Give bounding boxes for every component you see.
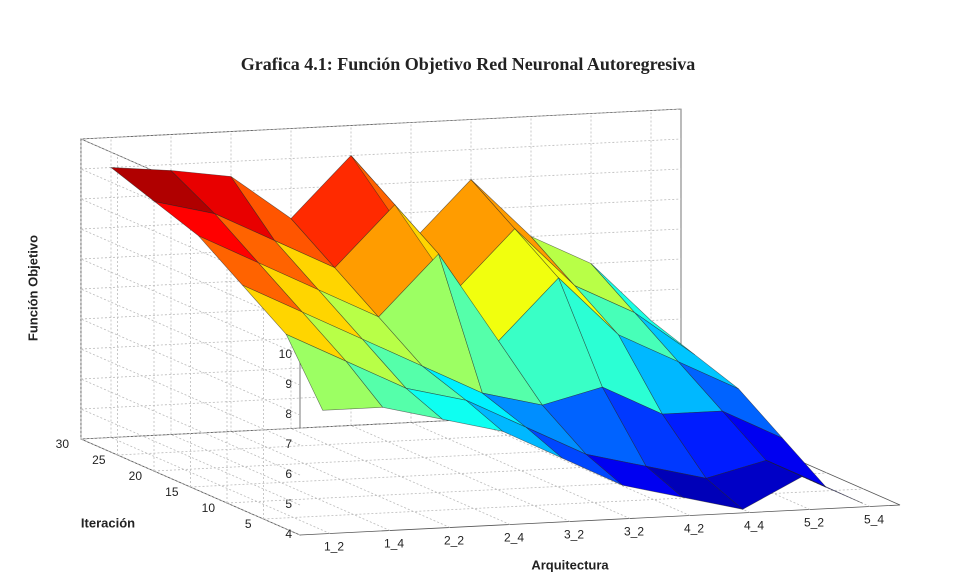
- z-tick-label: 7: [285, 437, 292, 451]
- surface-patch: [766, 460, 863, 504]
- y-tick-label: 20: [129, 469, 143, 483]
- grid-line: [80, 138, 682, 170]
- x-axis-label: Arquitectura: [531, 557, 609, 572]
- x-tick-label: 3_2: [564, 528, 584, 542]
- x-tick-label: 4_2: [684, 522, 704, 536]
- y-tick-label: 10: [202, 501, 216, 515]
- x-tick-label: 2_4: [504, 531, 524, 545]
- y-tick-label: 5: [245, 517, 252, 531]
- grid-line: [80, 108, 682, 140]
- z-tick-label: 4: [285, 527, 292, 541]
- y-tick-label: 25: [92, 453, 106, 467]
- x-tick-label: 1_2: [324, 540, 344, 554]
- z-tick-label: 6: [285, 467, 292, 481]
- x-tick-label: 3_2: [624, 525, 644, 539]
- x-tick-label: 1_4: [384, 537, 404, 551]
- z-tick-label: 8: [285, 407, 292, 421]
- z-tick-label: 9: [285, 377, 292, 391]
- z-tick-label: 5: [285, 497, 292, 511]
- chart-title: Grafica 4.1: Función Objetivo Red Neuron…: [241, 54, 695, 74]
- x-tick-label: 4_4: [744, 519, 764, 533]
- z-axis-label: Función Objetivo: [25, 235, 40, 341]
- z-tick-label: 10: [279, 347, 293, 361]
- x-tick-label: 5_4: [864, 513, 884, 527]
- x-tick-label: 5_2: [804, 516, 824, 530]
- y-axis-label: Iteración: [81, 515, 135, 530]
- y-tick-label: 15: [165, 485, 179, 499]
- x-tick-label: 2_2: [444, 534, 464, 548]
- y-tick-label: 30: [56, 437, 70, 451]
